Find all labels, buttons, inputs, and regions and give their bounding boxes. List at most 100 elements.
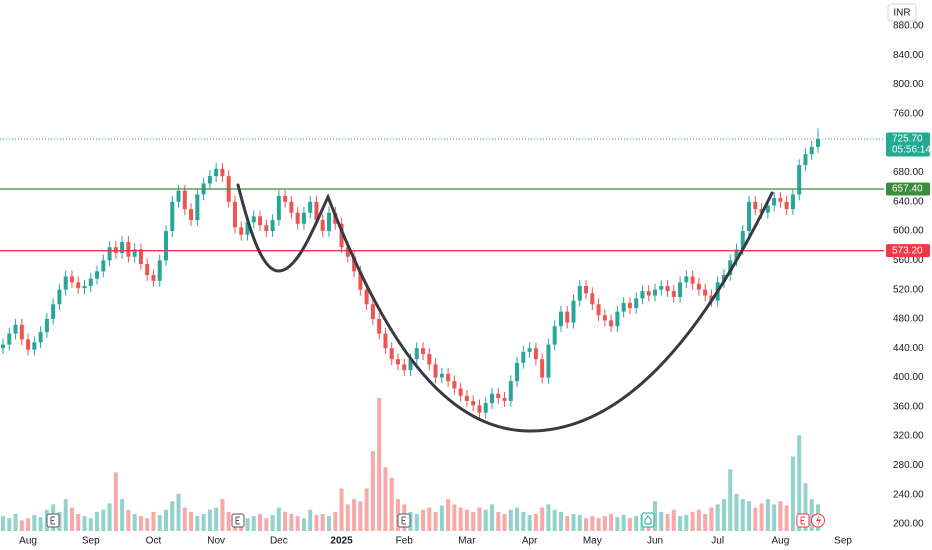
volume-bar	[308, 509, 313, 531]
price-level-tag	[886, 182, 930, 196]
candle-body	[402, 364, 407, 371]
y-tick-label: 840.00	[893, 50, 924, 61]
candle-layer	[1, 128, 820, 419]
y-tick-label: 800.00	[893, 79, 924, 90]
candle-body	[421, 348, 426, 355]
volume-bar	[571, 513, 576, 531]
volume-bar	[157, 515, 162, 531]
x-tick-label: Aug	[771, 536, 789, 547]
volume-bar	[414, 513, 419, 531]
volume-bar	[803, 483, 808, 531]
volume-bar	[797, 435, 802, 531]
candle-body	[57, 289, 62, 305]
x-tick-label: Oct	[146, 536, 162, 547]
volume-bar	[747, 501, 752, 531]
candle-body	[734, 249, 739, 261]
candle-body	[26, 339, 31, 350]
candle-body	[552, 326, 557, 345]
volume-bar	[790, 456, 795, 531]
candle-body	[439, 373, 444, 378]
volume-bar	[82, 516, 87, 531]
candle-body	[671, 291, 676, 297]
volume-bar	[383, 467, 388, 531]
candle-body	[295, 212, 300, 224]
y-tick-label: 320.00	[893, 431, 924, 442]
y-tick-label: 280.00	[893, 460, 924, 471]
volume-bar	[565, 516, 570, 531]
volume-bar	[433, 511, 438, 531]
y-tick-label: 360.00	[893, 401, 924, 412]
y-tick-label: 440.00	[893, 343, 924, 354]
y-tick-label: 520.00	[893, 284, 924, 295]
candle-body	[308, 201, 313, 213]
candle-body	[540, 359, 545, 378]
candle-body	[138, 249, 143, 265]
dividend-icon[interactable]	[641, 512, 655, 528]
volume-bar	[333, 511, 338, 531]
candle-body	[301, 212, 306, 224]
volume-bar	[295, 516, 300, 531]
candle-body	[446, 373, 451, 382]
volume-bar	[753, 507, 758, 531]
volume-bar	[26, 518, 31, 531]
volume-bar	[69, 507, 74, 531]
volume-bar	[370, 451, 375, 531]
candle-body	[621, 302, 626, 312]
candle-body	[352, 256, 357, 272]
event-markers	[46, 512, 825, 528]
volume-bar	[132, 513, 137, 531]
volume-bar	[690, 511, 695, 531]
volume-bar	[715, 504, 720, 531]
candle-body	[189, 209, 194, 221]
price-level-label: 657.40	[892, 184, 923, 195]
candle-body	[427, 354, 432, 365]
y-tick-label: 560.00	[893, 255, 924, 266]
volume-bar	[358, 501, 363, 531]
volume-bar	[170, 501, 175, 531]
candle-body	[13, 324, 18, 334]
y-tick-label: 640.00	[893, 196, 924, 207]
volume-bar	[164, 509, 168, 531]
volume-bar	[345, 504, 350, 531]
candle-body	[627, 302, 632, 308]
y-tick-label: 400.00	[893, 372, 924, 383]
candle-body	[63, 276, 68, 290]
y-tick-label: 880.00	[893, 21, 924, 32]
volume-bar	[270, 515, 275, 531]
level-layer	[0, 138, 884, 252]
volume-bar	[740, 499, 745, 531]
candle-body	[69, 276, 74, 283]
y-tick-label: 480.00	[893, 314, 924, 325]
x-tick-label: 2025	[330, 536, 353, 547]
volume-bar	[590, 516, 595, 531]
candle-body	[164, 231, 168, 261]
x-tick-label: Jul	[711, 536, 724, 547]
currency-label: INR	[893, 8, 910, 19]
volume-bar	[765, 499, 770, 531]
candle-body	[157, 260, 162, 281]
volume-bar	[283, 511, 288, 531]
x-tick-label: Sep	[834, 536, 852, 547]
x-tick-label: Apr	[522, 536, 538, 547]
candle-body	[590, 293, 595, 305]
price-level-label: 573.20	[892, 245, 923, 256]
candle-body	[471, 400, 476, 406]
candle-body	[809, 146, 814, 155]
volume-bar	[352, 499, 357, 531]
candle-body	[1, 344, 5, 349]
volume-bar	[464, 509, 469, 531]
volume-bar	[665, 513, 670, 531]
volume-bar	[703, 513, 708, 531]
currency-box[interactable]	[887, 3, 917, 22]
candle-body	[659, 285, 664, 290]
candle-body	[596, 304, 601, 316]
candle-body	[753, 201, 758, 210]
volume-bar	[784, 505, 789, 531]
candle-body	[214, 168, 219, 177]
candle-body	[602, 315, 607, 321]
x-tick-label: Jun	[647, 536, 663, 547]
volume-bar	[19, 520, 24, 531]
y-tick-label: 240.00	[893, 489, 924, 500]
candle-body	[345, 247, 350, 257]
volume-bar	[659, 511, 664, 531]
